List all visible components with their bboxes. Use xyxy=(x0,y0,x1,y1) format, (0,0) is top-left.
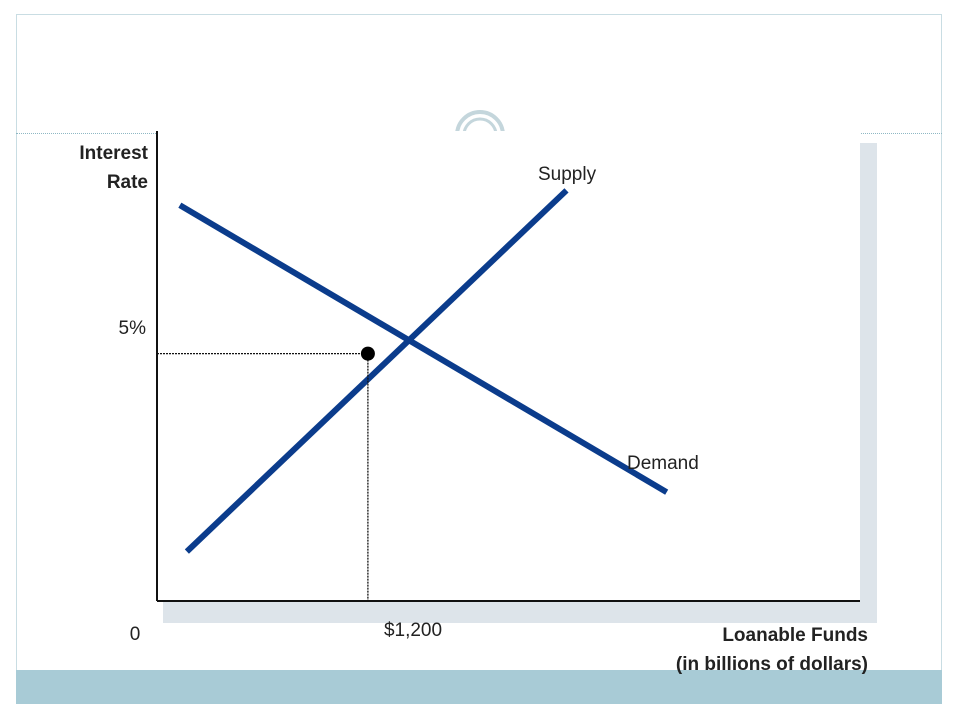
y-axis-label-line1: Interest xyxy=(79,143,148,164)
x-axis-label-line1: Loanable Funds xyxy=(722,625,868,646)
x-axis-label: Loanable Funds (in billions of dollars) xyxy=(560,622,868,679)
supply-curve xyxy=(184,188,569,554)
equilibrium-point xyxy=(360,346,375,361)
y-tick-label: 5% xyxy=(118,318,146,339)
origin-label: 0 xyxy=(129,624,141,645)
plot-shadow-right xyxy=(860,143,877,623)
demand-curve xyxy=(178,202,669,495)
plot-area xyxy=(157,131,860,601)
y-axis-label-line2: Rate xyxy=(106,171,148,193)
footer-bar xyxy=(16,670,942,704)
y-axis-label: Interest Rate xyxy=(40,140,148,197)
x-axis-label-line2: (in billions of dollars) xyxy=(675,653,868,675)
x-tick-label: $1,200 xyxy=(383,620,443,641)
supply-label: Supply xyxy=(538,164,597,185)
demand-label: Demand xyxy=(627,453,699,474)
plot-shadow-bottom xyxy=(163,601,877,623)
